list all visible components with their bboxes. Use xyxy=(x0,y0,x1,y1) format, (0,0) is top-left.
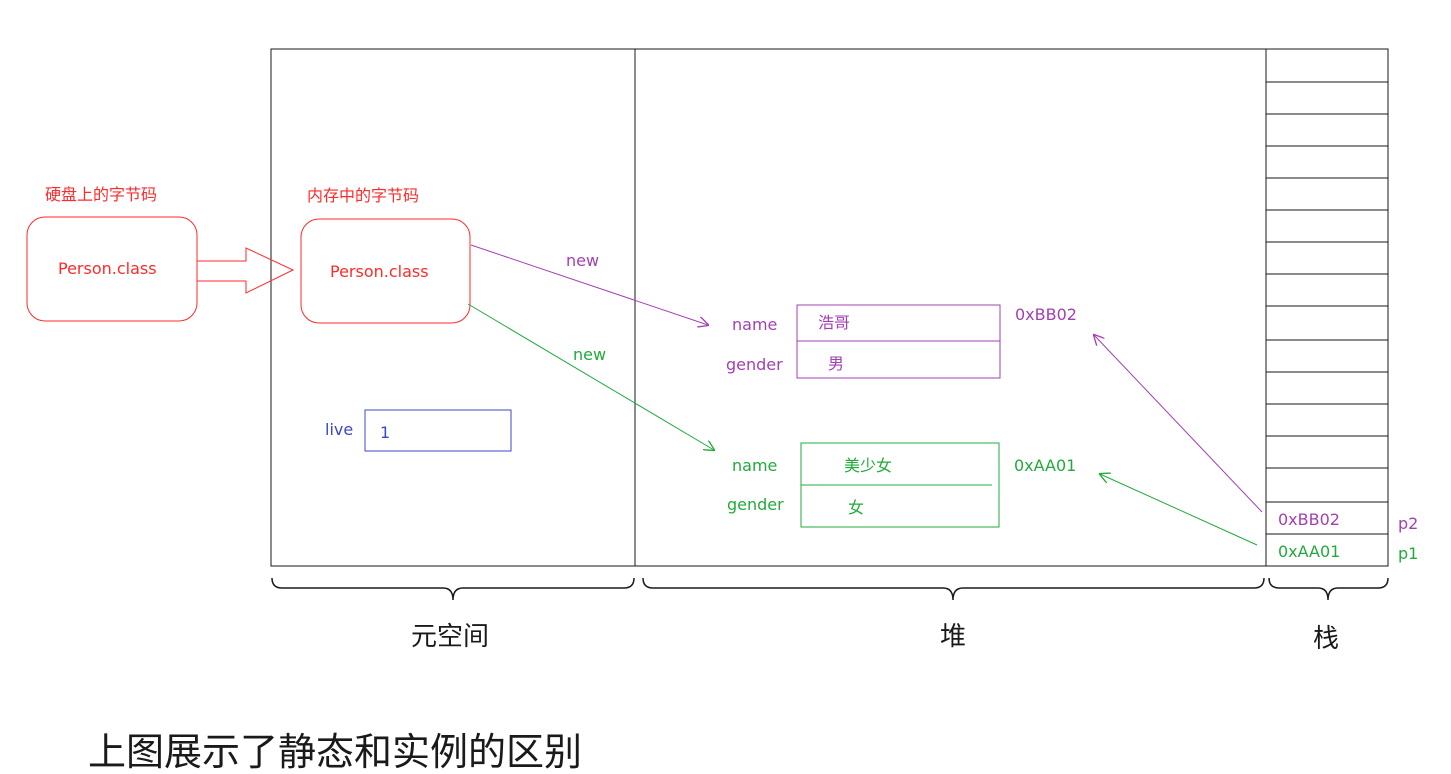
heap-brace xyxy=(642,577,1265,601)
object-bb02-name-label: name xyxy=(732,315,778,334)
memory-diagram xyxy=(26,48,1389,601)
footer-caption: 上图展示了静态和实例的区别 xyxy=(88,730,583,774)
object-bb02-gender-value: 男 xyxy=(828,354,845,373)
memory-frame xyxy=(270,48,1389,567)
stack-slots xyxy=(1266,81,1388,535)
stack-brace xyxy=(1268,577,1389,601)
region-label-metaspace: 元空间 xyxy=(411,622,490,652)
stack-slot-p1-var: p1 xyxy=(1398,544,1419,563)
metaspace-brace xyxy=(271,577,635,601)
region-label-heap: 堆 xyxy=(940,622,967,652)
object-aa01-gender-label: gender xyxy=(727,495,784,514)
memory-class-box xyxy=(300,218,471,324)
new-label-green: new xyxy=(573,345,607,364)
memory-label: 内存中的字节码 xyxy=(307,186,420,205)
stack-slot-p2-value: 0xBB02 xyxy=(1278,510,1340,529)
new-label-purple: new xyxy=(566,251,600,270)
static-var-value: 1 xyxy=(380,423,391,442)
object-aa01-address: 0xAA01 xyxy=(1014,456,1077,475)
object-aa01-name-value: 美少女 xyxy=(844,456,893,475)
ref-arrow-p2 xyxy=(1094,335,1263,513)
new-arrow-green xyxy=(467,303,714,450)
ref-arrow-p1 xyxy=(1100,474,1258,546)
stack-slot-p1-value: 0xAA01 xyxy=(1278,542,1341,561)
disk-class-box xyxy=(26,216,198,322)
object-bb02-gender-label: gender xyxy=(726,355,783,374)
object-aa01-name-label: name xyxy=(732,456,778,475)
disk-label: 硬盘上的字节码 xyxy=(45,185,158,204)
memory-class-text: Person.class xyxy=(330,262,429,281)
region-label-stack: 栈 xyxy=(1313,624,1340,654)
object-bb02-name-value: 浩哥 xyxy=(818,313,851,332)
new-arrow-purple xyxy=(470,244,708,325)
load-arrow xyxy=(197,247,295,294)
static-var-name: live xyxy=(325,420,354,439)
object-bb02-address: 0xBB02 xyxy=(1015,305,1077,324)
disk-class-text: Person.class xyxy=(58,259,157,278)
object-aa01-gender-value: 女 xyxy=(848,498,865,517)
static-var-box xyxy=(364,409,512,452)
stack-slot-p2-var: p2 xyxy=(1398,514,1419,533)
